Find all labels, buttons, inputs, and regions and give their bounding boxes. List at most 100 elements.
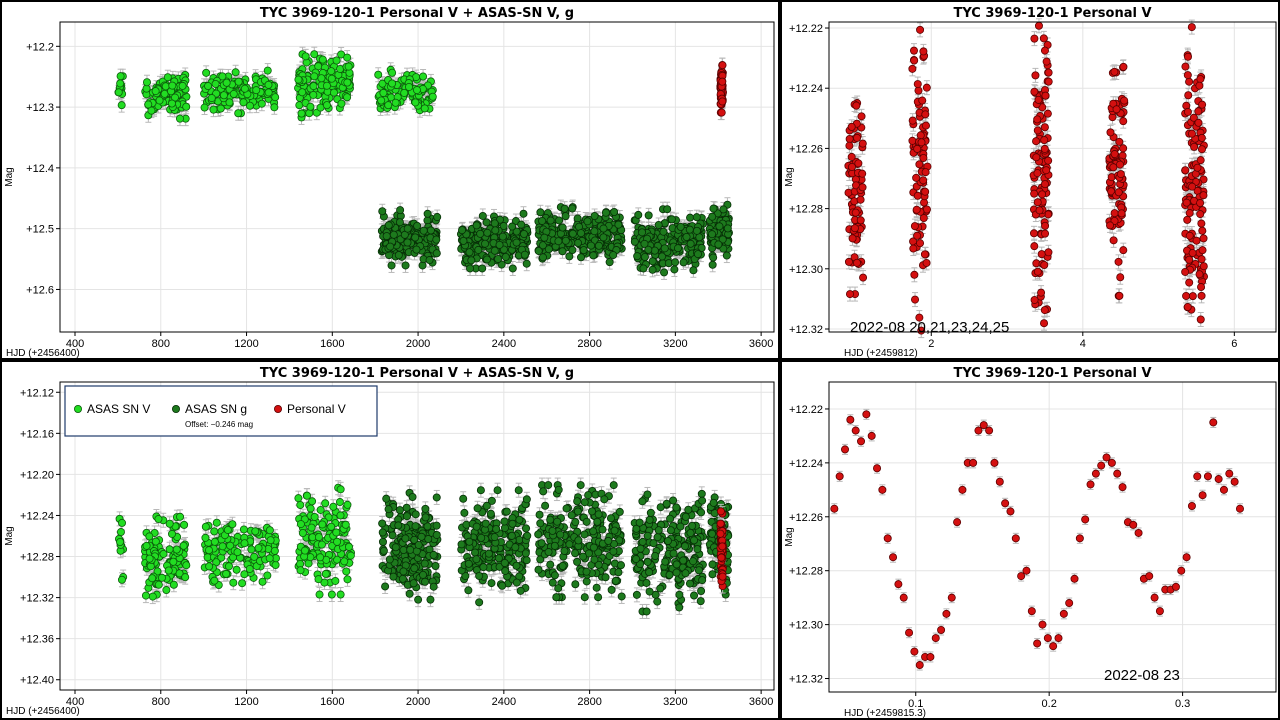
- data-point-asas_g: [394, 251, 403, 260]
- data-point-personal: [1187, 23, 1196, 32]
- data-point-personal: [921, 110, 930, 119]
- data-point-personal: [1197, 133, 1206, 142]
- data-point-personal: [1185, 77, 1194, 86]
- data-point-asas_v: [251, 527, 260, 536]
- data-point-personal: [908, 64, 917, 73]
- data-point-personal: [912, 173, 921, 182]
- data-point-asas_v: [234, 109, 243, 118]
- data-point-asas_v: [172, 545, 181, 554]
- data-point-personal: [1044, 77, 1053, 86]
- data-point-asas_v: [306, 102, 315, 111]
- data-point-asas_v: [252, 86, 261, 95]
- data-point-personal: [909, 244, 918, 253]
- x-tick-label: 6: [1231, 338, 1237, 350]
- data-point-personal: [1119, 62, 1128, 71]
- data-point-asas_g: [605, 258, 614, 267]
- data-point-asas_v: [218, 72, 227, 81]
- data-point-asas_v: [219, 91, 228, 100]
- data-point-asas_g: [671, 258, 680, 267]
- data-point-personal: [1033, 169, 1042, 178]
- data-point-personal: [1041, 91, 1050, 100]
- x-tick-label: 1200: [234, 338, 258, 350]
- data-point-personal: [922, 83, 931, 92]
- data-point-asas_g: [558, 247, 567, 256]
- data-point-asas_v: [327, 590, 336, 599]
- data-point-personal: [1034, 21, 1043, 30]
- data-point-asas_g: [708, 212, 717, 221]
- data-point-asas_v: [340, 557, 349, 566]
- data-point-asas_v: [222, 569, 231, 578]
- data-point-asas_v: [296, 520, 305, 529]
- data-point-personal: [919, 176, 928, 185]
- data-point-personal: [1038, 190, 1047, 199]
- data-point-personal: [1033, 198, 1042, 207]
- data-point-asas_g: [583, 217, 592, 226]
- data-point-asas_g: [676, 222, 685, 231]
- data-point-personal: [1197, 255, 1206, 264]
- data-point-asas_g: [482, 255, 491, 264]
- data-point-asas_g: [538, 241, 547, 250]
- data-point-personal: [912, 205, 921, 214]
- x-tick-label: 4: [1080, 338, 1086, 350]
- data-point-asas_g: [467, 256, 476, 265]
- data-point-asas_g: [403, 224, 412, 233]
- data-point-asas_v: [384, 101, 393, 110]
- x-tick-label: 400: [66, 338, 84, 350]
- data-point-asas_g: [478, 264, 487, 273]
- data-point-asas_v: [222, 78, 231, 87]
- data-point-personal: [1110, 150, 1119, 159]
- data-point-personal: [916, 25, 925, 34]
- data-point-asas_g: [412, 245, 421, 254]
- data-point-asas_g: [594, 241, 603, 250]
- data-point-asas_v: [157, 573, 166, 582]
- data-point-asas_g: [579, 246, 588, 255]
- data-point-asas_g: [520, 250, 529, 259]
- data-point-asas_v: [309, 82, 318, 91]
- y-tick-label: +12.12: [20, 387, 54, 399]
- y-tick-label: +12.28: [20, 552, 54, 564]
- data-point-asas_v: [322, 101, 331, 110]
- data-point-personal: [1044, 248, 1053, 257]
- y-tick-label: +12.30: [789, 264, 823, 276]
- data-point-personal: [847, 122, 856, 131]
- data-point-asas_v: [343, 575, 352, 584]
- data-point-asas_g: [423, 209, 432, 218]
- x-tick-label: 3600: [749, 338, 773, 350]
- data-point-personal: [1188, 248, 1197, 257]
- x-tick-label: 2800: [577, 338, 601, 350]
- data-point-asas_v: [201, 533, 210, 542]
- y-tick-label: +12.26: [789, 143, 823, 155]
- data-point-asas_v: [298, 528, 307, 537]
- data-point-asas_v: [428, 92, 437, 101]
- data-point-personal: [1198, 100, 1207, 109]
- data-point-personal: [1187, 129, 1196, 138]
- data-point-asas_v: [209, 105, 218, 114]
- data-point-asas_v: [314, 533, 323, 542]
- data-point-asas_g: [538, 253, 547, 262]
- data-point-asas_v: [168, 81, 177, 90]
- data-point-asas_v: [264, 88, 273, 97]
- data-point-asas_g: [599, 233, 608, 242]
- data-points: [114, 46, 733, 280]
- data-point-asas_g: [459, 236, 468, 245]
- data-point-personal: [1043, 109, 1052, 118]
- data-point-asas_v: [327, 522, 336, 531]
- data-point-personal: [1106, 221, 1115, 230]
- data-point-asas_v: [154, 515, 163, 524]
- y-tick-label: +12.28: [789, 204, 823, 216]
- data-point-personal: [1195, 81, 1204, 90]
- data-point-asas_g: [425, 256, 434, 265]
- data-point-asas_g: [558, 223, 567, 232]
- data-point-asas_g: [673, 244, 682, 253]
- x-tick-label: 2000: [406, 338, 430, 350]
- data-point-personal: [917, 138, 926, 147]
- data-point-asas_v: [335, 498, 344, 507]
- data-point-asas_g: [433, 213, 442, 222]
- data-point-asas_g: [432, 249, 441, 258]
- data-point-asas_v: [271, 93, 280, 102]
- data-point-personal: [1198, 226, 1207, 235]
- data-point-asas_g: [663, 205, 672, 214]
- data-point-asas_v: [374, 70, 383, 79]
- data-point-asas_v: [233, 548, 242, 557]
- data-point-personal: [922, 205, 931, 214]
